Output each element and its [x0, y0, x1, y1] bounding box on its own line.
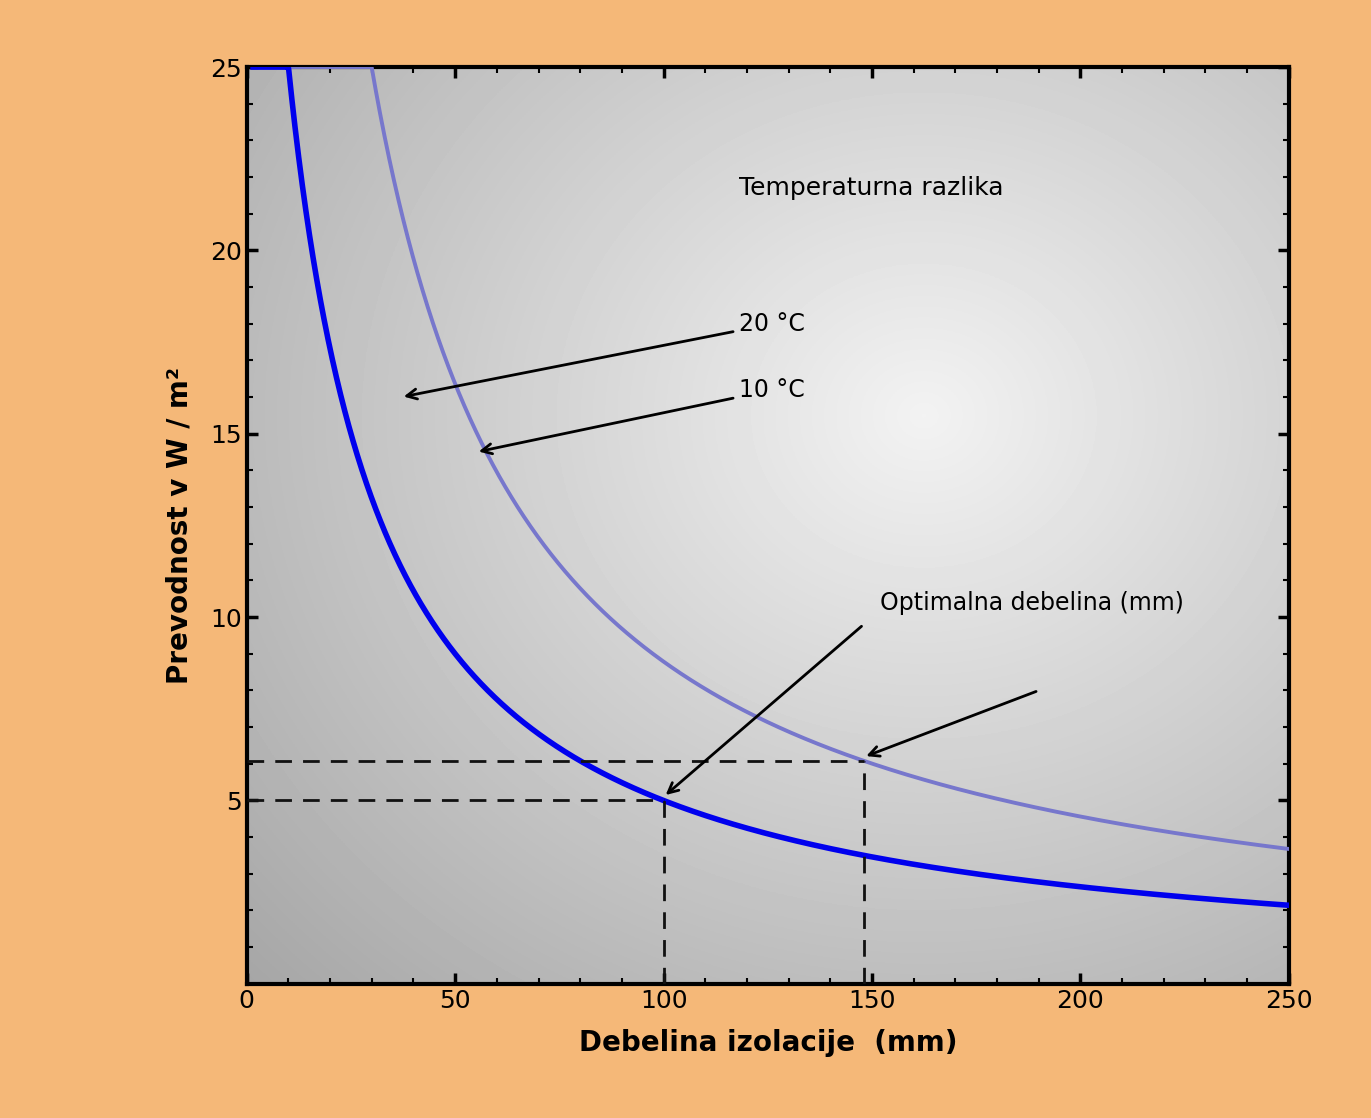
- X-axis label: Debelina izolacije  (mm): Debelina izolacije (mm): [579, 1030, 957, 1058]
- Y-axis label: Prevodnost v W / m²: Prevodnost v W / m²: [166, 367, 193, 684]
- Text: Temperaturna razlika: Temperaturna razlika: [739, 177, 1004, 200]
- Text: 10 °C: 10 °C: [481, 378, 805, 454]
- Text: 20 °C: 20 °C: [407, 312, 805, 399]
- Text: Optimalna debelina (mm): Optimalna debelina (mm): [880, 590, 1185, 615]
